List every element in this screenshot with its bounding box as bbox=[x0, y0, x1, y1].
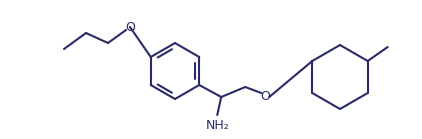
Text: O: O bbox=[260, 90, 270, 104]
Text: O: O bbox=[125, 20, 135, 33]
Text: NH₂: NH₂ bbox=[206, 119, 229, 132]
